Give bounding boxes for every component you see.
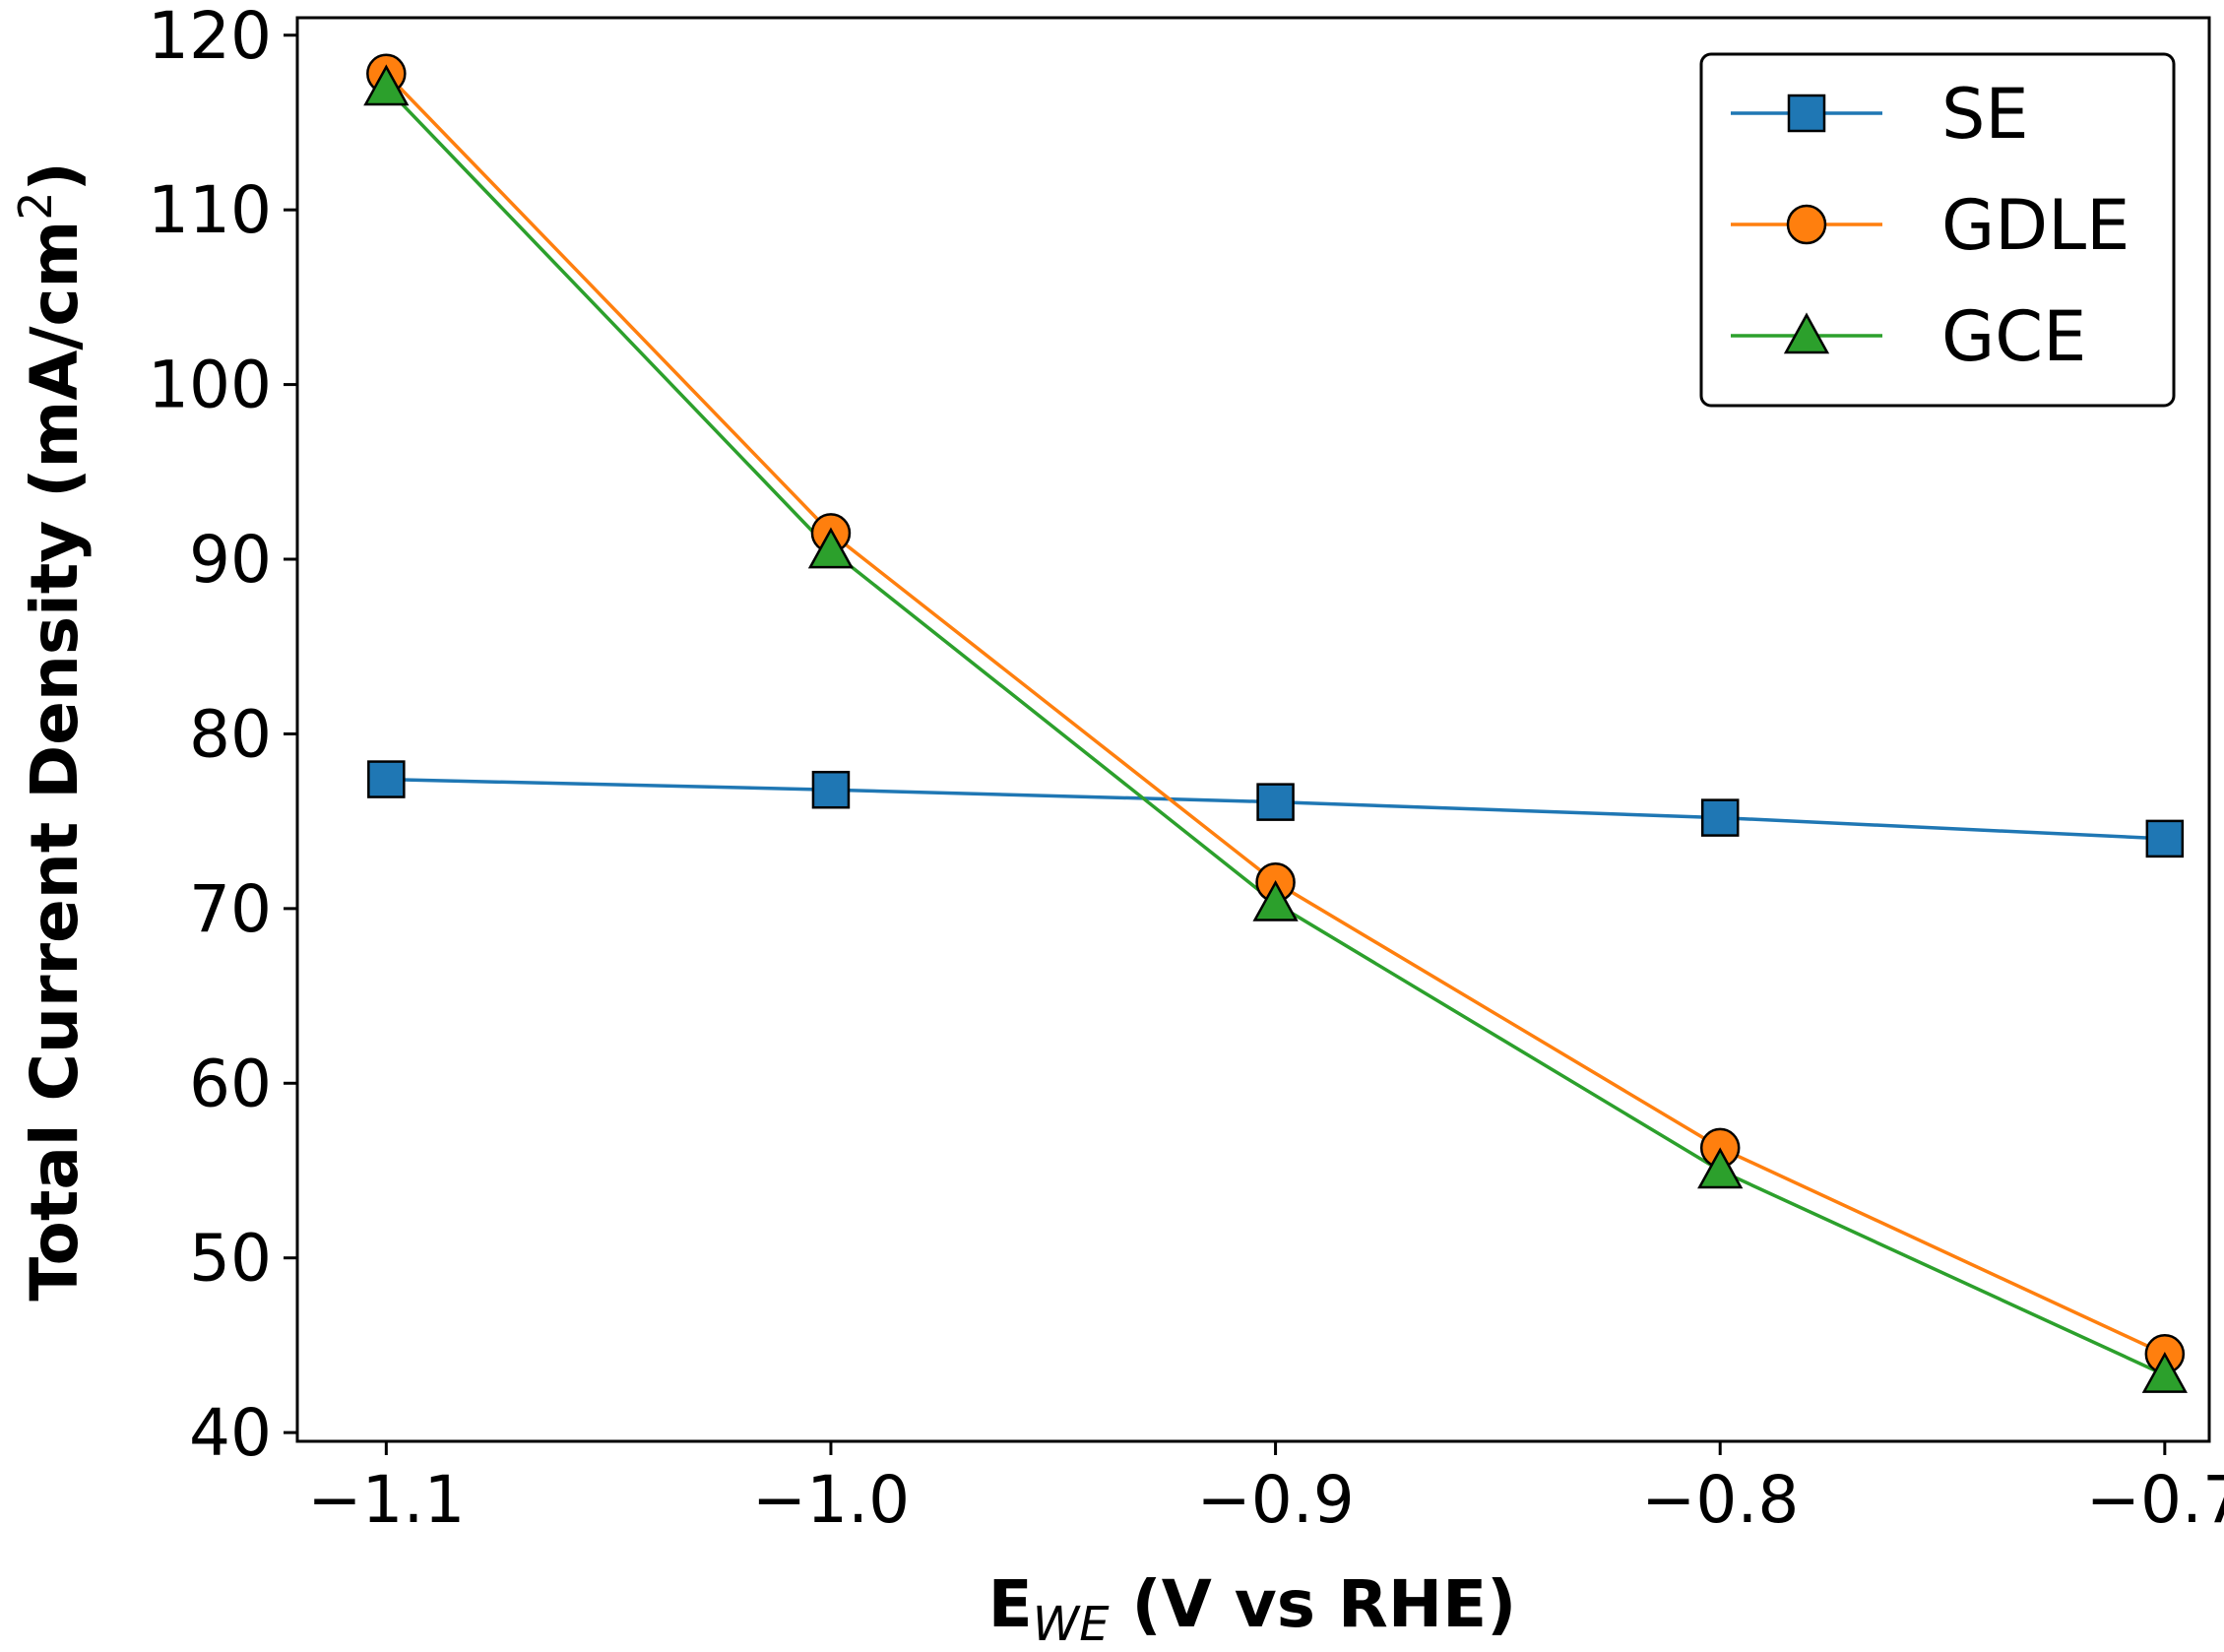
y-tick-label: 60 — [189, 1046, 272, 1121]
data-point-se — [811, 770, 851, 809]
y-tick-label: 90 — [189, 522, 272, 598]
y-tick-label: 50 — [189, 1221, 272, 1297]
x-tick-label: −0.9 — [1196, 1462, 1354, 1538]
y-tick-label: 70 — [189, 871, 272, 947]
data-point-se — [1700, 798, 1740, 837]
x-axis-label-main: E — [988, 1566, 1033, 1642]
legend: SE GDLE GCE — [1699, 52, 2176, 408]
x-tick-label: −1.0 — [752, 1462, 910, 1538]
y-tick-label: 120 — [148, 0, 272, 74]
data-point-se — [367, 760, 406, 798]
data-point-gce — [1697, 1147, 1744, 1189]
data-point-gce — [363, 64, 410, 106]
y-tick-label: 80 — [189, 696, 272, 772]
y-axis-label-superscript: 2 — [9, 191, 62, 220]
legend-marker-gce — [1783, 312, 1830, 354]
legend-marker-se — [1787, 94, 1826, 133]
data-point-gce — [1252, 879, 1299, 921]
y-tick-label: 110 — [148, 172, 272, 248]
data-point-se — [1256, 783, 1295, 821]
legend-label-gdle: GDLE — [1941, 185, 2129, 266]
data-point-se — [2145, 819, 2185, 858]
y-axis-label: Total Current Density (mA/cm2) — [9, 161, 93, 1302]
data-point-gce — [2141, 1351, 2188, 1393]
y-axis-label-main: Total Current Density (mA/cm — [17, 221, 93, 1302]
y-tick-label: 100 — [148, 348, 272, 423]
x-axis-label-rest: (V vs RHE) — [1110, 1566, 1517, 1642]
x-tick-label: −1.1 — [307, 1462, 465, 1538]
x-axis-label: EWE (V vs RHE) — [988, 1566, 1517, 1652]
x-tick-label: −0.8 — [1641, 1462, 1799, 1538]
x-axis-label-subscript: WE — [1033, 1597, 1110, 1652]
plot-frame — [295, 16, 2211, 1443]
legend-marker-gdle — [1786, 204, 1827, 245]
legend-frame — [1699, 52, 2176, 408]
x-tick-label: −0.7 — [2086, 1462, 2224, 1538]
data-point-gce — [807, 527, 855, 569]
y-axis-label-close: ) — [17, 161, 93, 191]
legend-label-gce: GCE — [1941, 296, 2086, 377]
y-tick-label: 40 — [189, 1395, 272, 1471]
legend-label-se: SE — [1941, 74, 2029, 155]
